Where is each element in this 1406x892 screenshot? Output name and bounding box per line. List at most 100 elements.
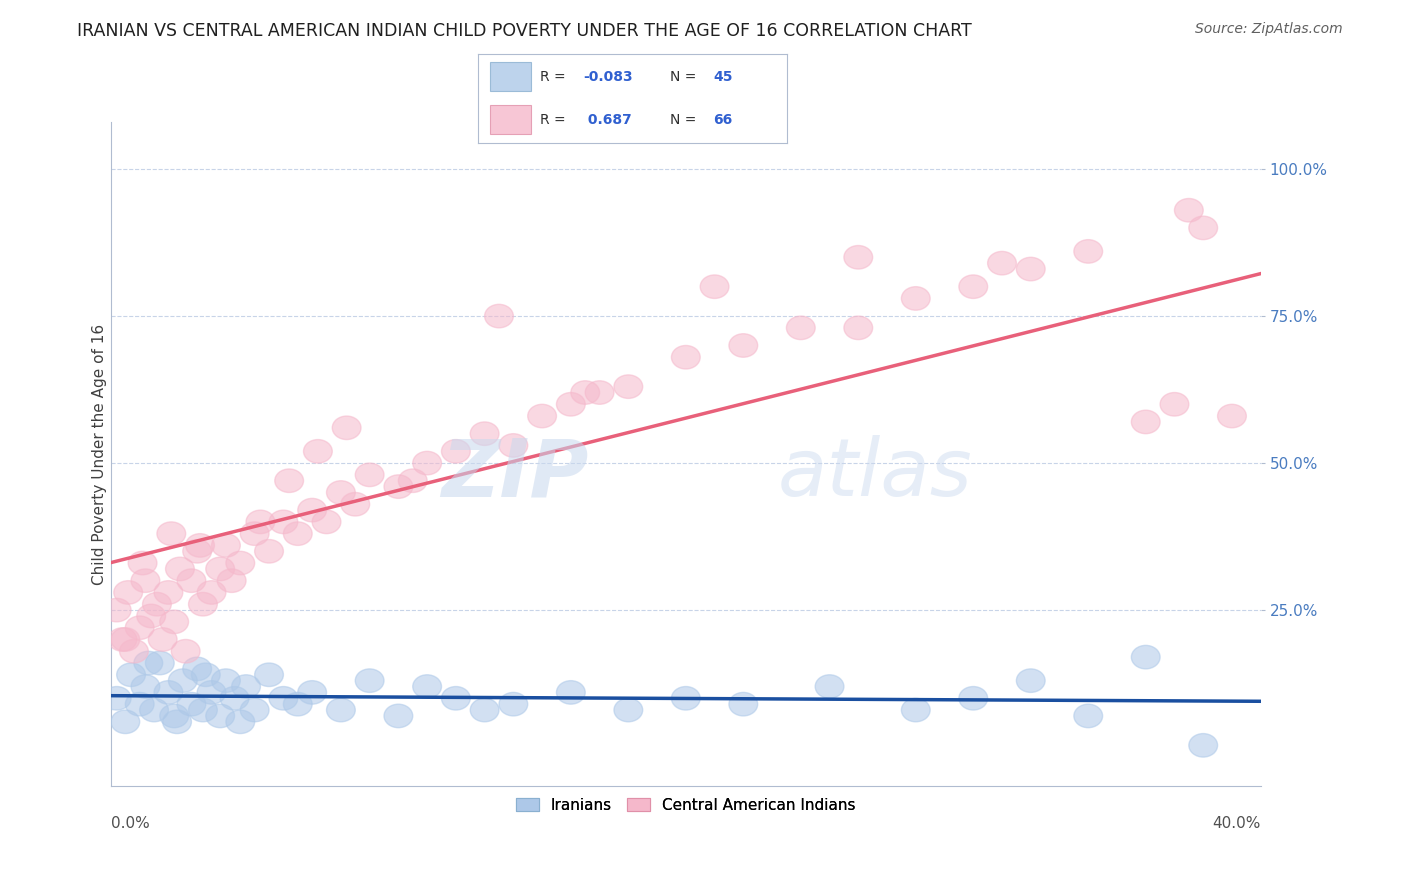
Text: 45: 45 bbox=[713, 70, 733, 84]
Ellipse shape bbox=[571, 381, 599, 404]
Ellipse shape bbox=[188, 592, 218, 616]
Ellipse shape bbox=[1074, 240, 1102, 263]
Ellipse shape bbox=[254, 663, 284, 687]
Text: atlas: atlas bbox=[778, 435, 973, 513]
Ellipse shape bbox=[117, 663, 145, 687]
Ellipse shape bbox=[470, 422, 499, 445]
Ellipse shape bbox=[131, 569, 160, 592]
Text: R =: R = bbox=[540, 70, 569, 84]
Ellipse shape bbox=[340, 492, 370, 516]
Ellipse shape bbox=[160, 610, 188, 633]
Text: -0.083: -0.083 bbox=[583, 70, 633, 84]
Ellipse shape bbox=[177, 692, 205, 716]
Ellipse shape bbox=[585, 381, 614, 404]
Text: Source: ZipAtlas.com: Source: ZipAtlas.com bbox=[1195, 22, 1343, 37]
Text: 0.687: 0.687 bbox=[583, 112, 631, 127]
Ellipse shape bbox=[959, 275, 987, 299]
Ellipse shape bbox=[120, 640, 148, 663]
Ellipse shape bbox=[169, 669, 197, 692]
Ellipse shape bbox=[312, 510, 340, 533]
Ellipse shape bbox=[274, 469, 304, 492]
Ellipse shape bbox=[240, 698, 269, 722]
Text: R =: R = bbox=[540, 112, 569, 127]
Ellipse shape bbox=[186, 533, 215, 558]
Ellipse shape bbox=[148, 628, 177, 651]
Ellipse shape bbox=[111, 628, 139, 651]
Ellipse shape bbox=[269, 510, 298, 533]
Ellipse shape bbox=[188, 698, 218, 722]
Ellipse shape bbox=[700, 275, 728, 299]
Ellipse shape bbox=[1189, 733, 1218, 757]
Ellipse shape bbox=[304, 440, 332, 463]
Text: 40.0%: 40.0% bbox=[1212, 816, 1261, 831]
Ellipse shape bbox=[1017, 669, 1045, 692]
Ellipse shape bbox=[163, 710, 191, 733]
Ellipse shape bbox=[172, 640, 200, 663]
Ellipse shape bbox=[398, 469, 427, 492]
Ellipse shape bbox=[218, 569, 246, 592]
Ellipse shape bbox=[672, 687, 700, 710]
Ellipse shape bbox=[125, 616, 155, 640]
Ellipse shape bbox=[1160, 392, 1189, 416]
Ellipse shape bbox=[786, 316, 815, 340]
Ellipse shape bbox=[901, 286, 931, 310]
Ellipse shape bbox=[384, 475, 413, 499]
Text: N =: N = bbox=[669, 70, 700, 84]
Ellipse shape bbox=[157, 522, 186, 545]
Ellipse shape bbox=[1189, 216, 1218, 240]
Ellipse shape bbox=[441, 687, 470, 710]
Ellipse shape bbox=[959, 687, 987, 710]
Ellipse shape bbox=[211, 533, 240, 558]
Ellipse shape bbox=[728, 692, 758, 716]
Ellipse shape bbox=[298, 681, 326, 704]
Ellipse shape bbox=[499, 692, 527, 716]
Ellipse shape bbox=[145, 651, 174, 674]
Ellipse shape bbox=[499, 434, 527, 458]
Ellipse shape bbox=[108, 628, 136, 651]
Ellipse shape bbox=[356, 669, 384, 692]
Ellipse shape bbox=[142, 592, 172, 616]
Ellipse shape bbox=[160, 704, 188, 728]
Text: 0.0%: 0.0% bbox=[111, 816, 149, 831]
Ellipse shape bbox=[114, 581, 142, 604]
Ellipse shape bbox=[254, 540, 284, 563]
Ellipse shape bbox=[232, 674, 260, 698]
Ellipse shape bbox=[1132, 646, 1160, 669]
Ellipse shape bbox=[136, 604, 166, 628]
Ellipse shape bbox=[183, 540, 211, 563]
Ellipse shape bbox=[1174, 199, 1204, 222]
Ellipse shape bbox=[1017, 257, 1045, 281]
Ellipse shape bbox=[191, 663, 221, 687]
Ellipse shape bbox=[211, 669, 240, 692]
Ellipse shape bbox=[1132, 410, 1160, 434]
Ellipse shape bbox=[901, 698, 931, 722]
Ellipse shape bbox=[240, 522, 269, 545]
Ellipse shape bbox=[139, 698, 169, 722]
Ellipse shape bbox=[246, 510, 274, 533]
Ellipse shape bbox=[197, 681, 226, 704]
Ellipse shape bbox=[384, 704, 413, 728]
Y-axis label: Child Poverty Under the Age of 16: Child Poverty Under the Age of 16 bbox=[93, 324, 107, 585]
Ellipse shape bbox=[177, 569, 205, 592]
Ellipse shape bbox=[441, 440, 470, 463]
Ellipse shape bbox=[614, 698, 643, 722]
Ellipse shape bbox=[221, 687, 249, 710]
Ellipse shape bbox=[284, 692, 312, 716]
Ellipse shape bbox=[614, 375, 643, 399]
Ellipse shape bbox=[269, 687, 298, 710]
Ellipse shape bbox=[111, 710, 139, 733]
Text: ZIP: ZIP bbox=[440, 435, 588, 513]
FancyBboxPatch shape bbox=[491, 62, 530, 91]
Ellipse shape bbox=[197, 581, 226, 604]
Ellipse shape bbox=[557, 681, 585, 704]
Ellipse shape bbox=[155, 681, 183, 704]
Ellipse shape bbox=[672, 345, 700, 369]
Ellipse shape bbox=[527, 404, 557, 428]
Ellipse shape bbox=[183, 657, 211, 681]
Ellipse shape bbox=[205, 704, 235, 728]
Ellipse shape bbox=[166, 558, 194, 581]
Text: 66: 66 bbox=[713, 112, 733, 127]
Ellipse shape bbox=[326, 481, 356, 504]
Legend: Iranians, Central American Indians: Iranians, Central American Indians bbox=[509, 791, 862, 819]
FancyBboxPatch shape bbox=[491, 105, 530, 134]
